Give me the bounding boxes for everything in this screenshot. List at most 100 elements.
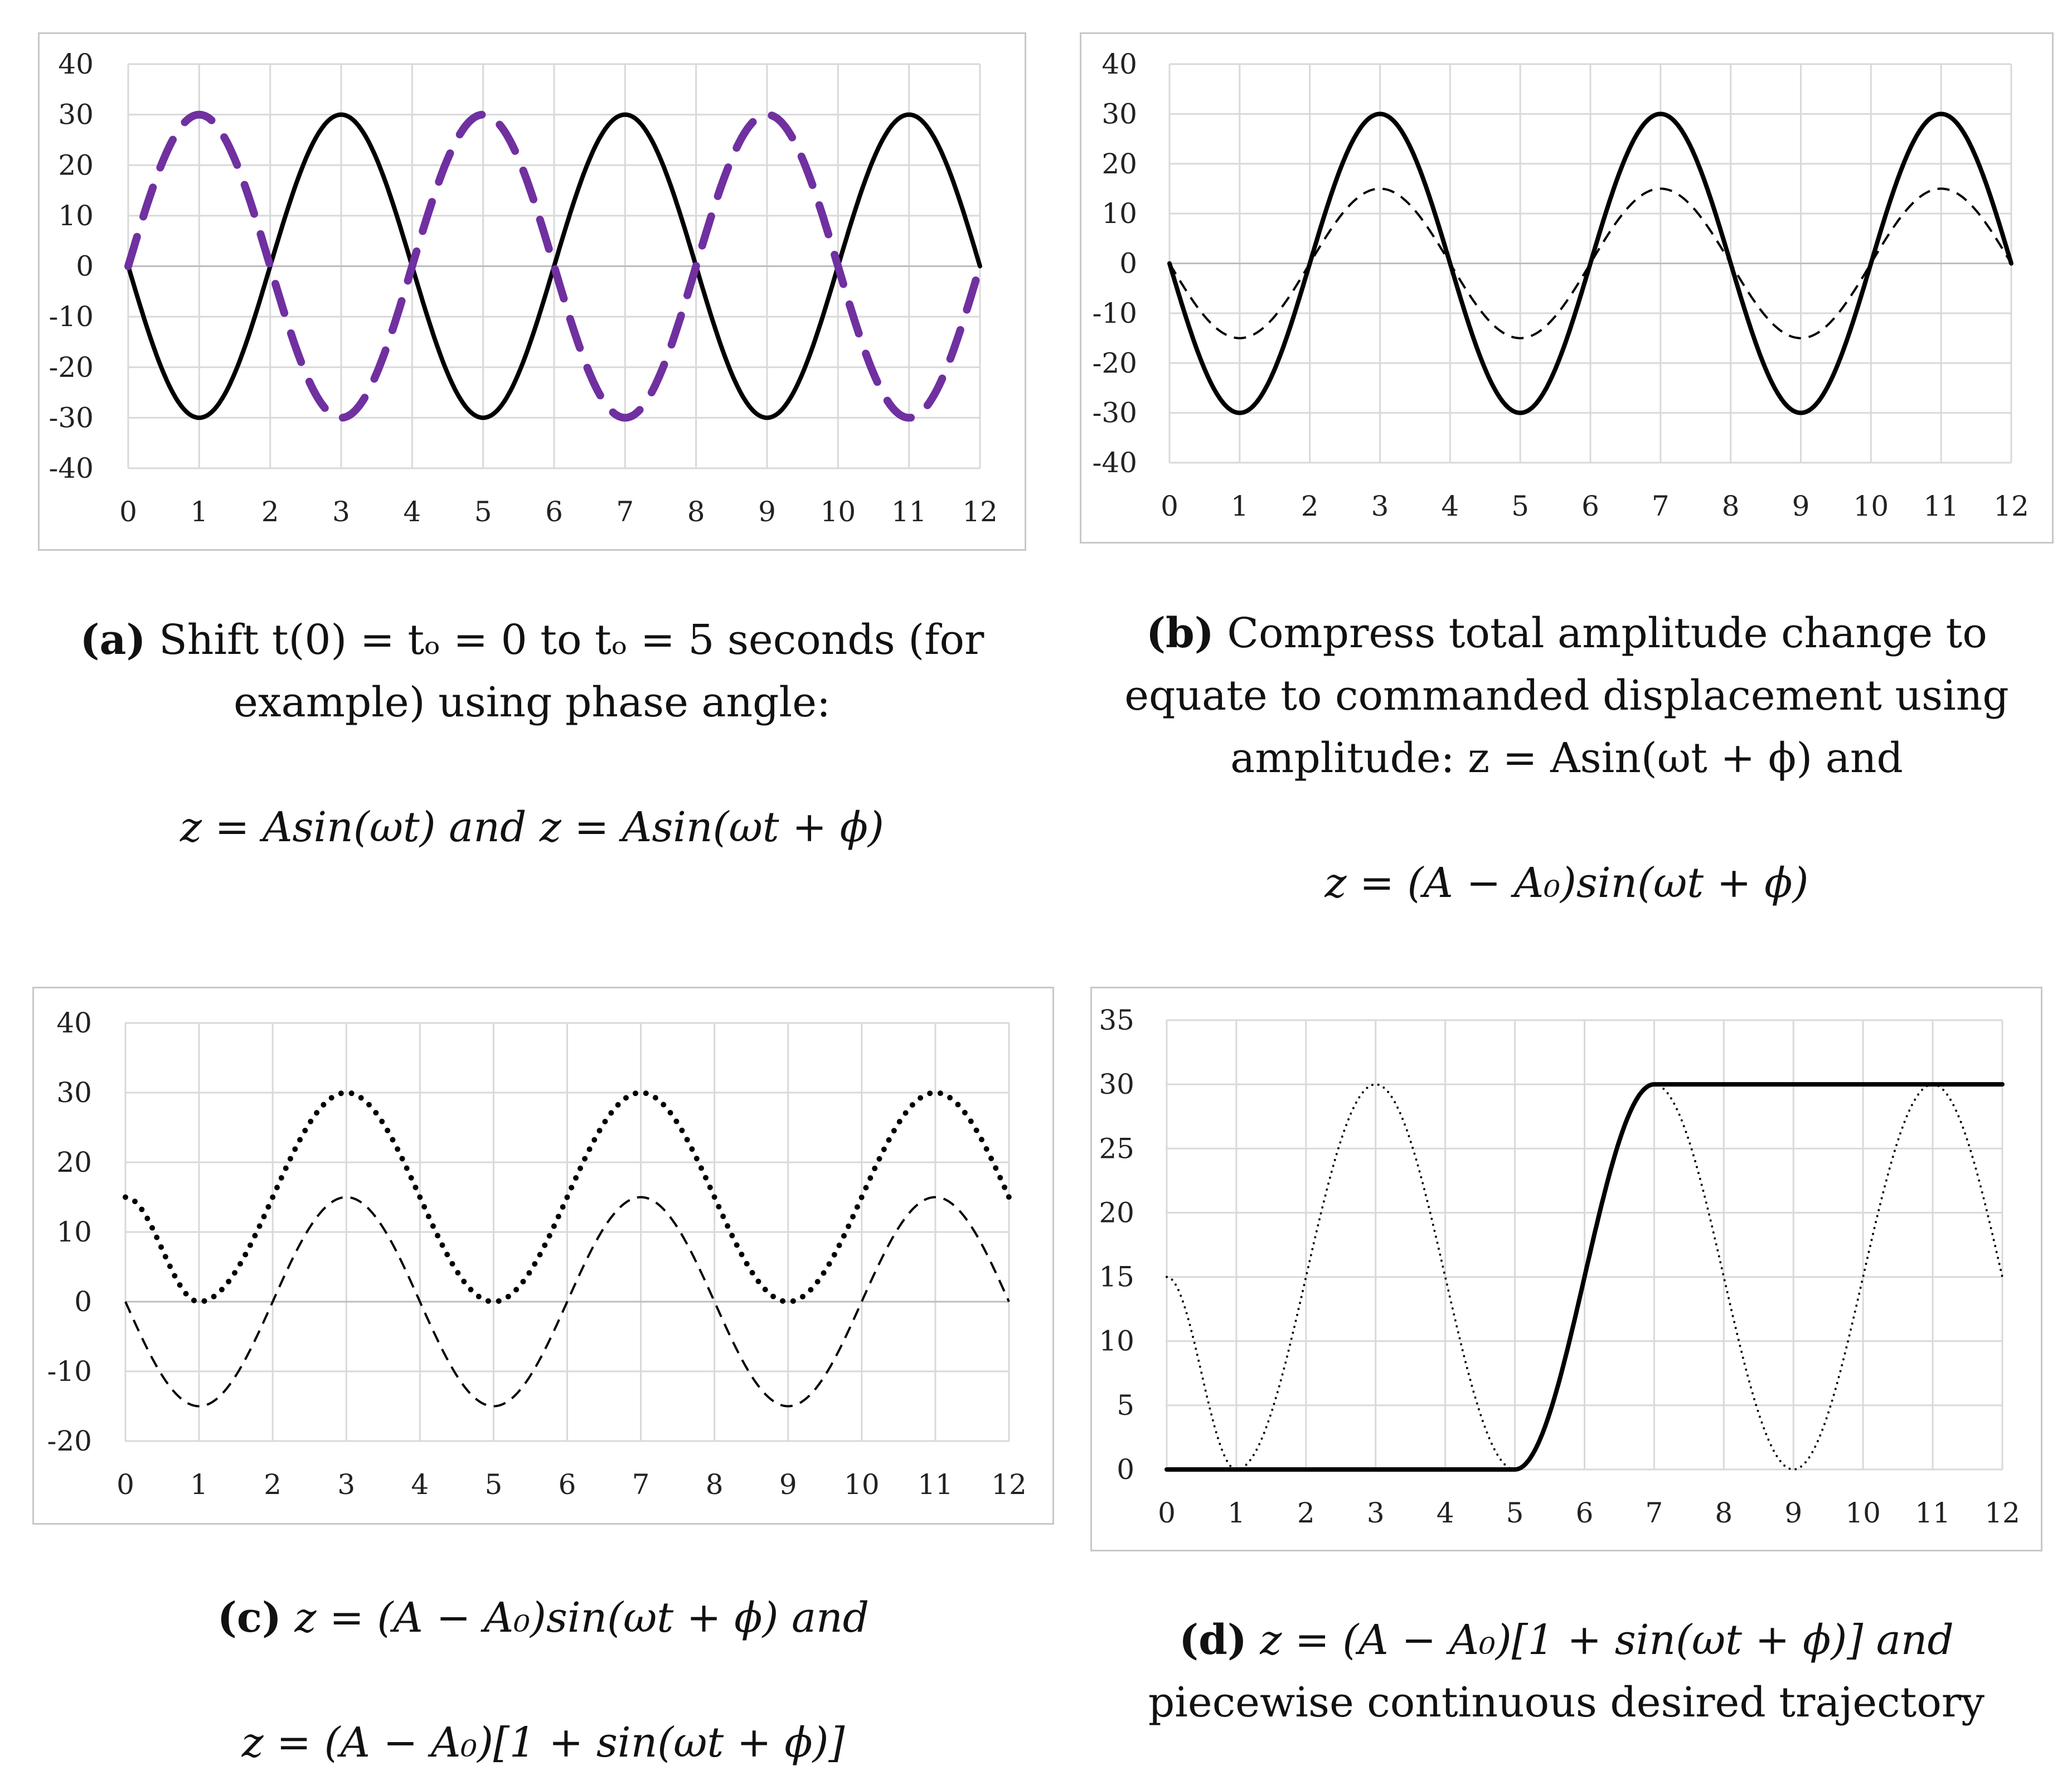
chart-b-x-tick: 10 [1853,490,1889,522]
chart-d-y-tick: 0 [1117,1453,1134,1486]
chart-a-x-tick: 7 [616,496,634,528]
chart-c-series-1 [123,1090,1012,1304]
chart-a-x-tick: 5 [474,496,492,528]
caption-c: (c) z = (A − A₀)sin(ωt + ϕ) and z = (A −… [32,1587,1054,1774]
chart-a-x-tick: 0 [119,496,137,528]
caption-d-label: (d) [1179,1616,1247,1664]
chart-a-y-tick: -10 [48,300,94,333]
chart-c-x-tick: 3 [337,1468,355,1501]
chart-c-x-tick: 12 [991,1468,1027,1501]
chart-b-x-tick: 7 [1652,490,1670,522]
caption-d: (d) z = (A − A₀)[1 + sin(ωt + ϕ)] and pi… [1090,1609,2042,1734]
chart-a-y-tick: 30 [58,99,94,131]
chart-c-y-tick: -20 [47,1425,92,1457]
chart-b-x-tick: 1 [1231,490,1249,522]
caption-c-line1: (c) z = (A − A₀)sin(ωt + ϕ) and [32,1587,1054,1649]
caption-c-text1: z = (A − A₀)sin(ωt + ϕ) and [294,1594,870,1642]
caption-c-equation: z = (A − A₀)[1 + sin(ωt + ϕ)] [241,1719,845,1767]
chart-a-y-tick: -30 [48,401,94,434]
chart-d-y-tick: 30 [1099,1068,1134,1100]
chart-c-y-tick: 30 [56,1076,92,1109]
caption-d-text1: z = (A − A₀)[1 + sin(ωt + ϕ)] and [1260,1616,1954,1664]
chart-b-x-tick: 12 [1993,490,2029,522]
caption-a-label: (a) [80,616,146,664]
chart-c-x-tick: 0 [117,1468,134,1501]
chart-d-x-tick: 5 [1506,1497,1524,1529]
chart-frame-a [38,32,1026,551]
chart-b-x-tick: 4 [1441,490,1459,522]
chart-d-y-tick: 35 [1099,1004,1134,1036]
chart-b-series-2 [1168,187,2012,339]
chart-d-y-tick: 25 [1099,1132,1134,1165]
chart-b-y-tick: -40 [1092,447,1137,479]
chart-b-x-tick: 5 [1511,490,1529,522]
chart-c-y-tick: 0 [74,1286,92,1318]
chart-d-x-tick: 11 [1915,1497,1950,1529]
chart-a-x-tick: 6 [545,496,563,528]
chart-c-x-tick: 9 [779,1468,797,1501]
chart-d-y-tick: 20 [1099,1196,1134,1229]
chart-a-x-tick: 9 [758,496,776,528]
chart-c-x-tick: 10 [844,1468,880,1501]
chart-d-x-tick: 2 [1297,1497,1315,1529]
chart-b-y-tick: 0 [1119,248,1137,280]
chart-b-x-tick: 11 [1923,490,1959,522]
chart-d-x-tick: 10 [1845,1497,1881,1529]
chart-c-y-tick: -10 [47,1355,92,1388]
caption-b-text1: Compress total amplitude change to [1227,609,1987,657]
chart-a-x-tick: 12 [962,496,998,528]
chart-c-y-tick: 20 [56,1146,92,1178]
caption-c-label: (c) [217,1594,282,1642]
chart-a-y-tick: -20 [48,351,94,384]
chart-d-x-tick: 7 [1646,1497,1663,1529]
chart-d-y-tick: 5 [1117,1389,1134,1422]
chart-b-y-tick: -20 [1092,347,1137,379]
chart-c-x-tick: 2 [264,1468,282,1501]
caption-b-line3: amplitude: z = Asin(ωt + ϕ) and [1230,734,1903,782]
chart-a-y-tick: -40 [48,452,94,484]
chart-c-x-tick: 8 [706,1468,724,1501]
caption-b-equation: z = (A − A₀)sin(ωt + ϕ) [1324,859,1809,907]
chart-c-x-tick: 11 [918,1468,953,1501]
caption-a-line1: (a) Shift t(0) = tₒ = 0 to tₒ = 5 second… [38,609,1026,671]
chart-d-x-tick: 12 [1984,1497,2020,1529]
chart-d-x-tick: 4 [1437,1497,1454,1529]
caption-b-line1: (b) Compress total amplitude change to [1080,602,2054,665]
chart-b-y-tick: -10 [1092,297,1137,329]
chart-c-x-tick: 1 [190,1468,208,1501]
chart-frame-c [32,987,1054,1525]
chart-a-x-tick: 4 [403,496,421,528]
caption-d-line2: piecewise continuous desired trajectory [1148,1679,1985,1726]
chart-d-x-tick: 6 [1576,1497,1594,1529]
chart-b-x-tick: 6 [1581,490,1599,522]
chart-d-x-tick: 0 [1158,1497,1176,1529]
chart-a-y-tick: 0 [76,250,94,283]
chart-c-x-tick: 7 [632,1468,650,1501]
chart-b-x-tick: 3 [1371,490,1389,522]
chart-b-y-tick: 30 [1101,98,1137,130]
chart-frame-d [1090,987,2042,1551]
caption-a-text1: Shift t(0) = tₒ = 0 to tₒ = 5 seconds (f… [159,616,984,664]
chart-c-series-2 [124,1196,1010,1408]
chart-a-x-tick: 2 [261,496,279,528]
chart-a-y-tick: 20 [58,149,94,181]
chart-a-series-2 [124,110,984,422]
chart-d-y-tick: 10 [1099,1325,1134,1357]
chart-a-x-tick: 8 [687,496,705,528]
caption-a: (a) Shift t(0) = tₒ = 0 to tₒ = 5 second… [38,609,1026,859]
chart-c-y-tick: 10 [56,1216,92,1248]
chart-d-y-tick: 15 [1099,1261,1134,1293]
chart-c-x-tick: 5 [485,1468,503,1501]
chart-a-x-tick: 11 [891,496,927,528]
caption-b-line2: equate to commanded displacement using [1124,672,2009,720]
chart-d-x-tick: 9 [1784,1497,1802,1529]
chart-a-y-tick: 10 [58,200,94,232]
caption-a-equation: z = Asin(ωt) and z = Asin(ωt + ϕ) [180,803,884,851]
chart-b-y-tick: -30 [1092,397,1137,429]
chart-c-y-tick: 40 [56,1007,92,1039]
